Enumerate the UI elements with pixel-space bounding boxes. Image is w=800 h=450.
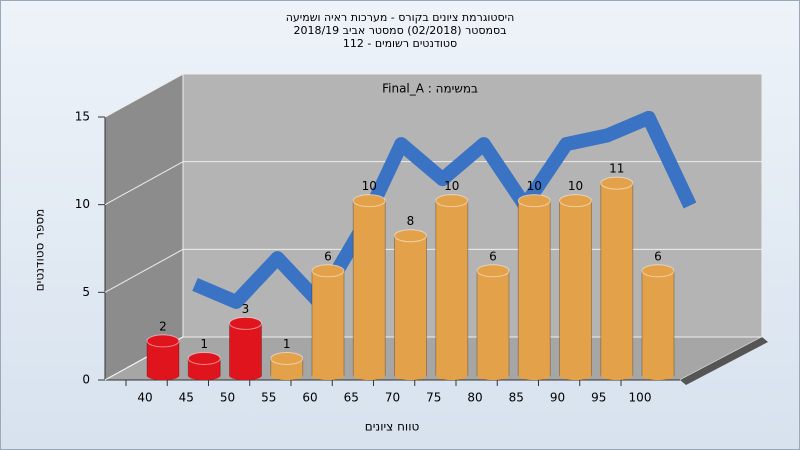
back-wall: [182, 72, 763, 338]
bar: [311, 270, 345, 377]
bar-top: [229, 316, 262, 330]
value-label: 8: [407, 214, 415, 228]
left-wall: [104, 72, 184, 381]
bar: [600, 182, 634, 377]
bar-base: [229, 372, 262, 380]
y-tick-label: 15: [75, 110, 90, 124]
y-tick-label: 0: [82, 373, 90, 387]
ribbon-line: [192, 110, 697, 309]
x-tick-label: 80: [467, 391, 482, 405]
value-label: 10: [444, 179, 459, 193]
bar-base: [600, 372, 633, 380]
x-tick-label: 60: [302, 391, 317, 405]
value-label: 6: [324, 249, 332, 263]
annotation: Final_A : במשימה: [382, 82, 478, 96]
y-tick-label: 10: [75, 197, 90, 211]
value-label: 3: [242, 302, 250, 316]
x-tick-label: 70: [385, 391, 400, 405]
bar-top: [311, 264, 345, 278]
value-label: 1: [283, 337, 291, 351]
value-label: 10: [527, 179, 542, 193]
x-tick-label: 95: [591, 391, 606, 405]
bar-top: [476, 264, 510, 278]
bar-base: [147, 372, 179, 380]
bar: [352, 200, 386, 377]
value-label: 1: [200, 337, 208, 351]
value-label: 6: [489, 249, 497, 263]
bar-top: [146, 334, 180, 348]
value-label: 6: [654, 249, 662, 263]
bar-base: [394, 372, 427, 380]
bar-base: [312, 372, 344, 380]
bar-top: [435, 194, 469, 208]
value-label: 10: [362, 179, 377, 193]
floor-edge: [680, 337, 768, 385]
x-tick-label: 75: [426, 391, 441, 405]
bar: [394, 235, 427, 377]
y-tick-label: 5: [82, 285, 90, 299]
y-axis-label: מספר סטודנטים: [33, 209, 47, 292]
x-tick-label: 85: [509, 391, 524, 405]
bar: [435, 200, 469, 377]
bar: [517, 200, 551, 377]
x-tick-label: 55: [261, 391, 276, 405]
bar-top: [187, 351, 221, 365]
bar-base: [642, 372, 674, 380]
bar-base: [353, 372, 386, 380]
x-tick-label: 50: [220, 391, 235, 405]
grid-line: [104, 73, 184, 118]
bar-top: [517, 194, 551, 208]
bar-base: [559, 372, 592, 380]
bar-base: [477, 372, 509, 380]
value-label: 10: [568, 179, 583, 193]
value-label: 2: [159, 319, 167, 333]
x-tick-label: 40: [137, 391, 152, 405]
x-tick-label: 65: [344, 391, 359, 405]
grid-line: [104, 248, 184, 293]
chart-title: היסטוגרמת ציונים בקורס - מערכות ראיה ושמ…: [286, 11, 515, 24]
grid-line: [104, 161, 184, 206]
bar-top: [394, 229, 427, 243]
bar-top: [641, 264, 675, 278]
bar-top: [559, 194, 592, 208]
bar-base: [435, 372, 468, 380]
x-tick-label: 45: [179, 391, 194, 405]
bar: [559, 200, 592, 377]
chart-subtitle: סטודנטים רשומים - 112: [343, 37, 457, 50]
bar-top: [600, 176, 634, 190]
bar-top: [352, 194, 386, 208]
chart-subtitle: בסמסטר (02/2018) סמסטר אביב 2018/19: [293, 24, 506, 37]
bar-base: [518, 372, 551, 380]
bar-top: [270, 351, 304, 365]
bar: [641, 270, 675, 377]
bar-base: [270, 372, 303, 380]
value-label: 11: [609, 162, 624, 176]
bar: [476, 270, 510, 377]
x-tick-label: 90: [550, 391, 565, 405]
x-tick-label: 100: [629, 391, 652, 405]
bar-base: [188, 372, 221, 380]
x-axis-label: טווח ציונים: [365, 420, 420, 434]
bar: [229, 322, 262, 377]
